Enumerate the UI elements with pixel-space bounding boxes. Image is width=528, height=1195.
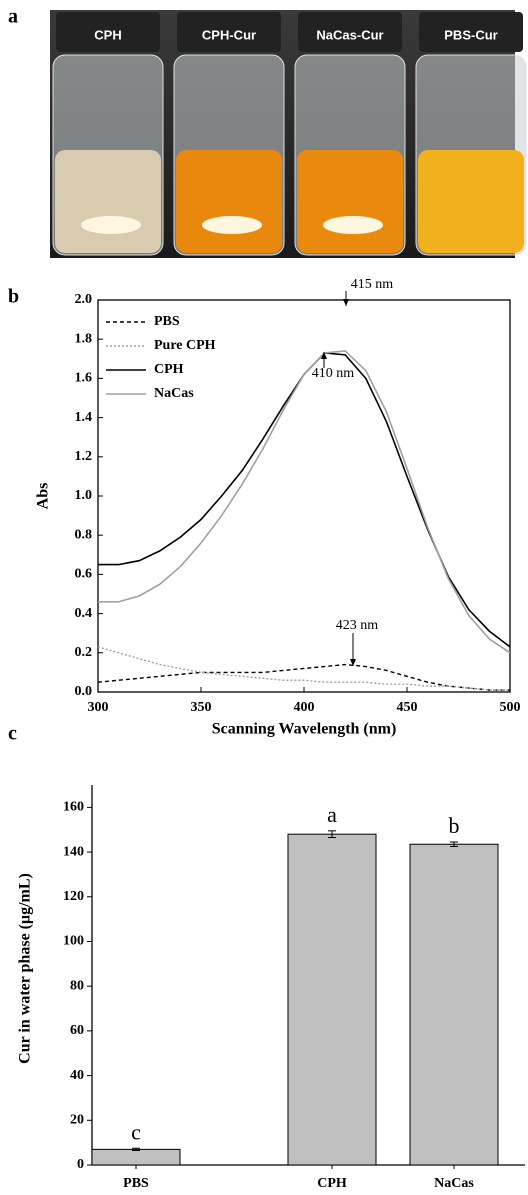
panel-label: a	[8, 6, 18, 28]
vial-liquid	[176, 150, 282, 253]
vial-cap	[56, 12, 160, 52]
y-tick-label: 20	[70, 1113, 84, 1128]
y-tick-label: 160	[63, 800, 84, 815]
arrow-head	[350, 659, 356, 666]
vial-label: CPH	[94, 27, 121, 42]
arrow-head	[321, 352, 327, 359]
vial-cap	[419, 12, 523, 52]
vial-cap	[177, 12, 281, 52]
annotation: 423 nm	[336, 618, 379, 633]
x-tick-label: 350	[191, 700, 212, 715]
series-line	[97, 646, 510, 691]
y-axis-label: Cur in water phase (μg/mL)	[17, 873, 34, 1064]
y-tick-label: 1.0	[75, 488, 93, 503]
vial-liquid	[418, 150, 524, 253]
vial-label: CPH-Cur	[202, 27, 256, 42]
stir-bar	[202, 216, 262, 234]
x-tick-label: 500	[500, 700, 521, 715]
vial-label: PBS-Cur	[444, 27, 497, 42]
panel-label: b	[8, 286, 19, 308]
legend-label: Pure CPH	[154, 338, 216, 353]
y-tick-label: 40	[70, 1068, 84, 1083]
y-tick-label: 100	[63, 934, 84, 949]
legend-label: CPH	[154, 362, 184, 377]
significance-letter: a	[327, 802, 337, 827]
y-tick-label: 2.0	[75, 292, 93, 307]
y-tick-label: 1.6	[75, 371, 93, 386]
x-tick-label: 300	[88, 700, 109, 715]
vial-liquid	[55, 150, 161, 253]
y-tick-label: 1.2	[75, 449, 93, 464]
y-tick-label: 0.8	[75, 527, 93, 542]
stir-bar	[323, 216, 383, 234]
bar	[91, 1148, 181, 1166]
x-tick-label: CPH	[317, 1176, 347, 1191]
x-tick-label: 400	[294, 700, 315, 715]
series-line	[98, 350, 511, 654]
y-tick-label: 0	[77, 1157, 84, 1172]
panel-label: c	[8, 723, 17, 745]
bar	[409, 843, 499, 1166]
bar	[287, 833, 377, 1166]
y-tick-label: 60	[70, 1023, 84, 1038]
y-tick-label: 120	[63, 889, 84, 904]
y-tick-label: 1.8	[75, 331, 93, 346]
y-tick-label: 0.2	[75, 645, 93, 660]
legend-label: NaCas	[154, 386, 194, 401]
y-tick-label: 80	[70, 978, 84, 993]
x-axis-label: Scanning Wavelength (nm)	[212, 721, 397, 738]
x-tick-label: PBS	[123, 1176, 149, 1191]
annotation: 410 nm	[312, 366, 355, 381]
y-axis-label: Abs	[35, 483, 52, 510]
series-line	[97, 663, 510, 691]
y-tick-label: 0.6	[75, 567, 93, 582]
y-tick-label: 1.4	[75, 410, 93, 425]
y-tick-label: 0.0	[75, 684, 93, 699]
significance-letter: c	[131, 1119, 141, 1144]
stir-bar	[444, 216, 504, 234]
vial-label: NaCas-Cur	[316, 27, 383, 42]
arrow-head	[343, 299, 349, 306]
x-tick-label: NaCas	[434, 1176, 474, 1191]
plot-frame	[97, 299, 511, 693]
legend-label: PBS	[154, 314, 180, 329]
vial-cap	[298, 12, 402, 52]
x-tick-label: 450	[397, 700, 418, 715]
significance-letter: b	[449, 813, 460, 838]
y-tick-label: 0.4	[75, 606, 93, 621]
y-tick-label: 140	[63, 844, 84, 859]
annotation: 415 nm	[351, 277, 394, 292]
vial-liquid	[297, 150, 403, 253]
stir-bar	[81, 216, 141, 234]
